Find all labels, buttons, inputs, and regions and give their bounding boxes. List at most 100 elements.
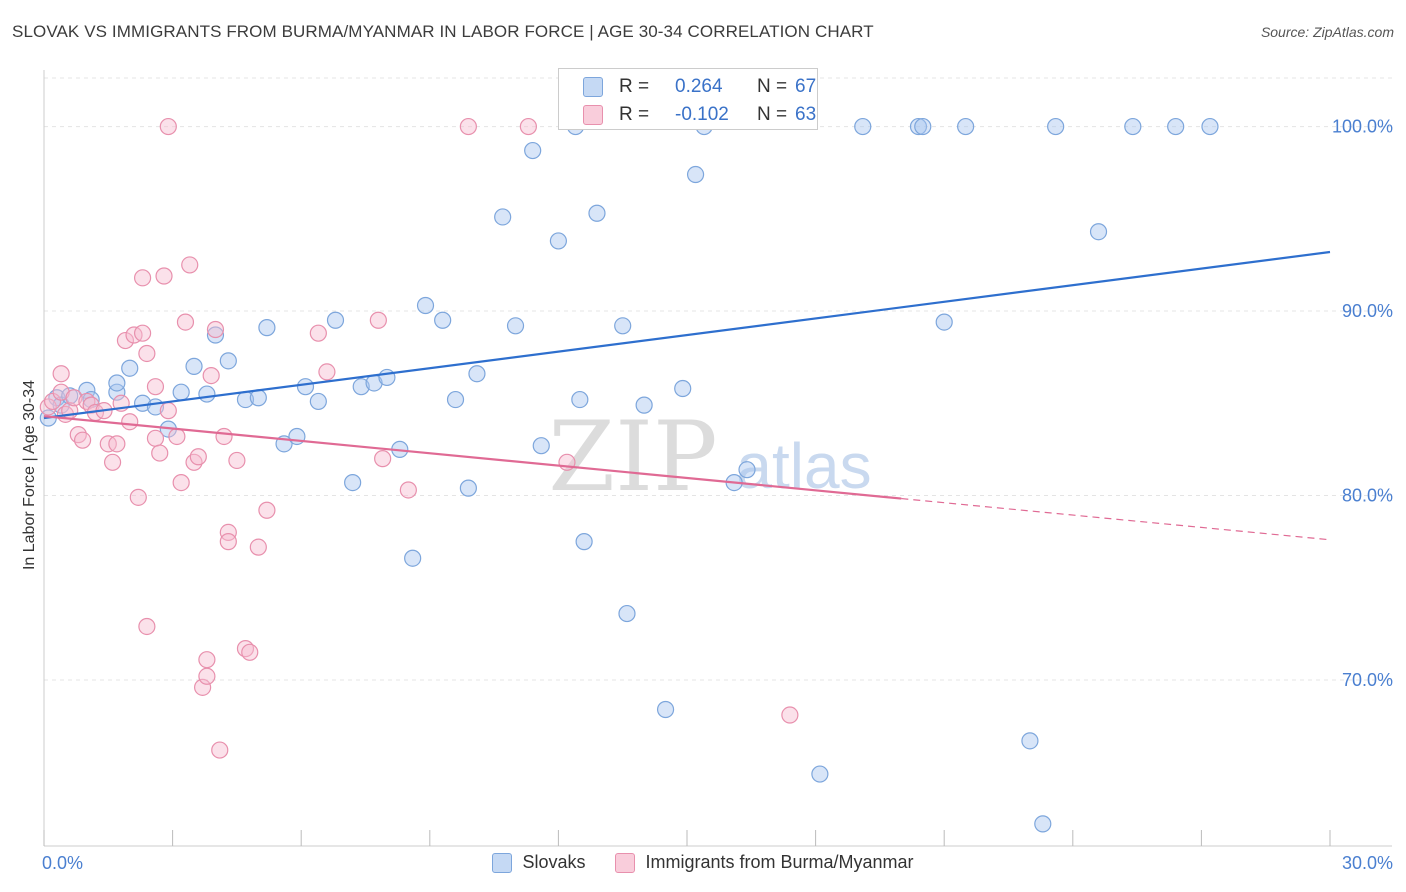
point-slovaks <box>198 385 216 403</box>
point-burma <box>116 331 135 350</box>
n-label: N = <box>757 104 788 125</box>
point-burma <box>189 448 207 466</box>
point-burma <box>249 538 267 556</box>
point-burma <box>369 311 387 329</box>
point-slovaks <box>575 533 593 551</box>
trend-line-slovaks <box>43 250 1331 420</box>
point-burma <box>228 451 246 470</box>
point-slovaks <box>219 352 237 370</box>
point-slovaks <box>1047 117 1065 136</box>
point-burma <box>258 501 276 519</box>
point-slovaks <box>108 383 126 401</box>
x-tick-label: 30.0% <box>1342 853 1393 873</box>
y-axis-label: In Labor Force | Age 30-34 <box>21 379 38 571</box>
point-slovaks <box>618 604 636 623</box>
point-slovaks <box>344 473 362 492</box>
y-tick-label: 100.0% <box>1332 117 1393 137</box>
point-burma <box>52 365 70 383</box>
n-label: N = <box>757 76 788 97</box>
point-burma <box>241 643 259 661</box>
point-slovaks <box>52 396 70 414</box>
point-slovaks <box>811 765 829 783</box>
point-slovaks <box>532 437 550 455</box>
point-slovaks <box>1034 815 1052 833</box>
watermark-atlas: atlas <box>736 430 871 502</box>
point-slovaks <box>459 479 477 497</box>
point-slovaks <box>571 390 589 409</box>
point-burma <box>121 413 139 431</box>
point-burma <box>133 269 152 287</box>
point-slovaks <box>446 390 465 409</box>
r-value: -0.102 <box>675 104 729 125</box>
grid-layer <box>44 77 1395 681</box>
point-burma <box>219 523 237 542</box>
legend-item-slovaks[interactable]: Slovaks <box>492 852 585 873</box>
point-slovaks <box>352 378 370 396</box>
point-burma <box>519 117 537 136</box>
point-burma <box>181 256 199 274</box>
point-burma <box>133 324 152 342</box>
point-burma <box>176 313 195 331</box>
legend-label-slovaks: Slovaks <box>522 852 586 872</box>
point-burma <box>52 383 70 401</box>
point-slovaks <box>854 117 872 136</box>
point-burma <box>211 741 229 759</box>
point-burma <box>146 378 165 396</box>
axis-layer <box>43 70 1392 847</box>
point-slovaks <box>1167 117 1185 136</box>
point-slovaks <box>494 208 512 226</box>
point-slovaks <box>121 359 139 377</box>
point-slovaks <box>549 232 568 250</box>
point-burma <box>198 651 216 669</box>
point-burma <box>146 429 165 447</box>
point-burma <box>138 617 156 636</box>
point-burma <box>138 344 156 363</box>
chart-title: SLOVAK VS IMMIGRANTS FROM BURMA/MYANMAR … <box>12 22 874 41</box>
point-slovaks <box>172 383 190 401</box>
point-burma <box>159 402 177 420</box>
point-slovaks <box>1089 223 1108 241</box>
point-slovaks <box>1124 117 1142 136</box>
point-burma <box>151 444 169 462</box>
point-burma <box>219 533 237 551</box>
point-burma <box>65 389 83 407</box>
point-slovaks <box>614 317 632 335</box>
source-credit: Source: ZipAtlas.com <box>1260 24 1394 40</box>
point-burma <box>206 320 225 339</box>
x-tick-label: 0.0% <box>42 853 83 873</box>
point-slovaks <box>957 117 975 136</box>
point-burma <box>108 435 126 453</box>
point-burma <box>168 427 186 446</box>
legend-item-burma[interactable]: Immigrants from Burma/Myanmar <box>615 852 914 873</box>
point-burma <box>172 473 190 492</box>
y-tick-label: 90.0% <box>1342 301 1393 321</box>
point-slovaks <box>738 461 756 479</box>
point-burma <box>374 450 392 468</box>
point-burma <box>781 706 799 724</box>
point-burma <box>155 267 173 285</box>
point-slovaks <box>914 117 932 136</box>
point-slovaks <box>1021 732 1039 750</box>
point-slovaks <box>935 313 953 331</box>
point-slovaks <box>296 378 315 396</box>
point-slovaks <box>909 117 928 136</box>
legend-swatch-slovaks <box>492 852 513 873</box>
point-burma <box>318 363 336 381</box>
legend-swatch-slovaks <box>583 77 603 97</box>
point-burma <box>129 488 147 506</box>
point-burma <box>73 431 92 449</box>
point-slovaks <box>404 549 422 567</box>
point-slovaks <box>326 311 345 329</box>
series-legend: Slovaks Immigrants from Burma/Myanmar <box>0 852 1406 873</box>
point-slovaks <box>1201 117 1219 136</box>
point-slovaks <box>588 204 606 222</box>
y-tick-label: 70.0% <box>1342 670 1393 690</box>
y-tick-label: 80.0% <box>1342 486 1393 506</box>
point-slovaks <box>656 700 675 719</box>
point-slovaks <box>309 392 327 411</box>
point-slovaks <box>416 296 435 315</box>
point-slovaks <box>686 165 705 184</box>
point-slovaks <box>635 396 653 414</box>
point-burma <box>202 367 220 385</box>
trend-line-burma-extension <box>901 497 1331 541</box>
